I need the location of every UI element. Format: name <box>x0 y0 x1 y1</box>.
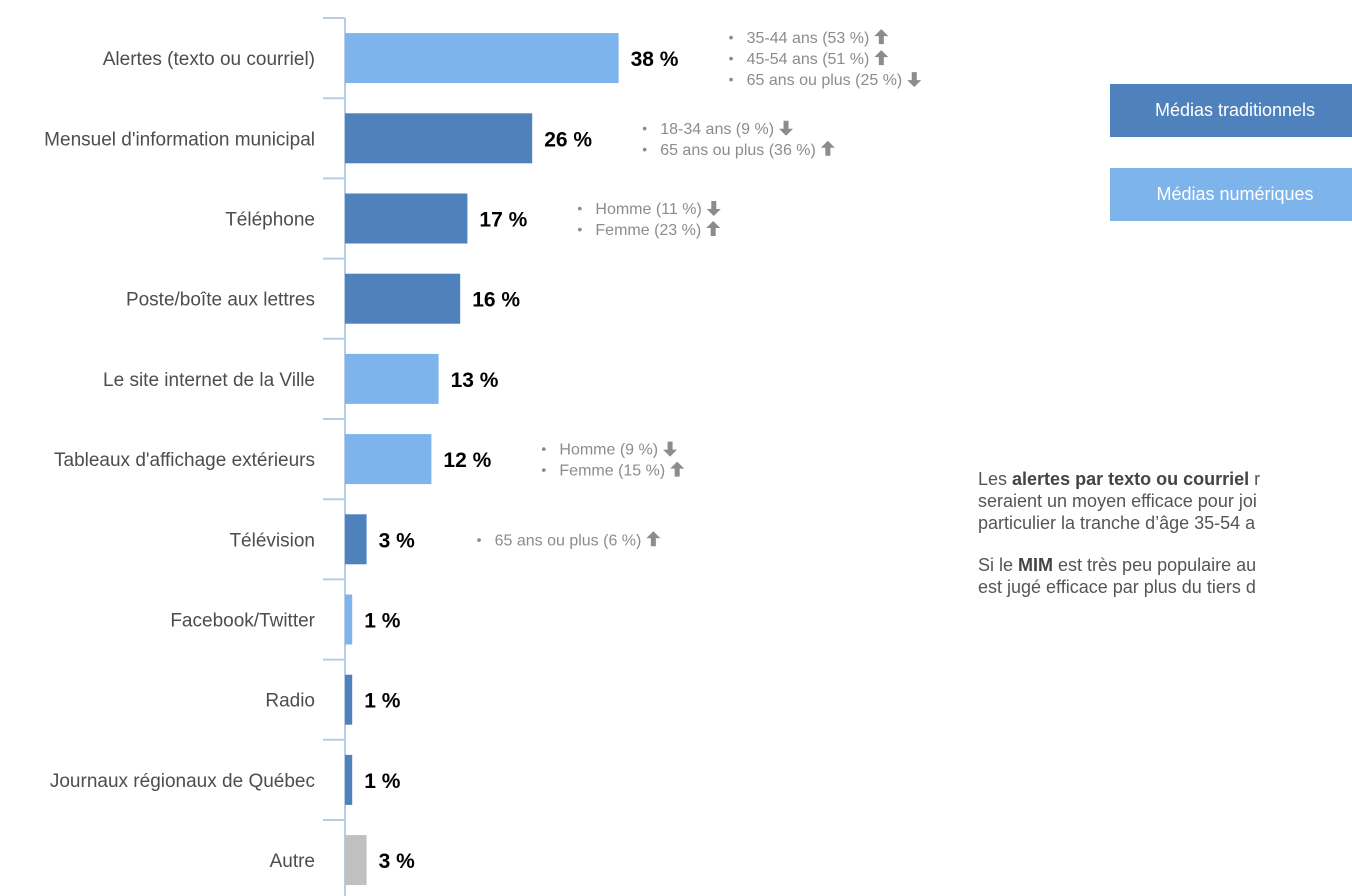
annotation-bullet: • <box>642 120 647 136</box>
commentary-highlight-alerts: alertes par texto ou courriel <box>1012 469 1250 489</box>
commentary-highlight-mim: MIM <box>1018 555 1054 575</box>
arrow-down-icon <box>663 441 678 457</box>
annotation-text: Femme (15 %) <box>559 463 665 480</box>
category-label: Tableaux d'affichage extérieurs <box>54 450 315 471</box>
arrow-up-icon <box>820 140 835 156</box>
category-label: Téléphone <box>225 210 315 231</box>
bar-chart: Alertes (texto ou courriel) 38 % Mensuel d… <box>44 17 922 896</box>
bar-4 <box>345 273 461 324</box>
value-label: 16 % <box>472 289 520 312</box>
value-label: 1 % <box>364 690 401 713</box>
value-label: 3 % <box>379 850 416 873</box>
bar-8 <box>345 594 353 645</box>
bar-5 <box>345 353 439 404</box>
category-label: Autre <box>270 851 315 872</box>
value-label: 1 % <box>364 610 401 633</box>
category-label: Mensuel d'information municipal <box>44 129 315 150</box>
arrow-down-icon <box>779 120 794 136</box>
arrow-down-icon <box>907 72 922 88</box>
annotation-bullet: • <box>541 462 546 478</box>
value-label: 38 % <box>631 48 679 71</box>
bar-2 <box>345 113 533 164</box>
annotation-bullet: • <box>577 200 582 216</box>
bar-1 <box>345 33 619 84</box>
annotation-text: 65 ans ou plus (25 %) <box>747 72 903 89</box>
value-label: 1 % <box>364 770 401 793</box>
legend-digital-label: Médias numériques <box>1156 184 1314 204</box>
legend-traditional-label: Médias traditionnels <box>1154 100 1316 120</box>
commentary-paragraph-2: Si le MIM est très peu populaire au est … <box>978 555 1257 597</box>
annotation-bullet: • <box>729 50 734 66</box>
arrow-up-icon <box>874 50 889 66</box>
category-label: Poste/boîte aux lettres <box>126 290 315 311</box>
value-label: 13 % <box>451 369 499 392</box>
value-label: 12 % <box>443 449 491 472</box>
bar-7 <box>345 514 367 565</box>
bar-3 <box>345 193 468 244</box>
category-label: Radio <box>265 691 315 712</box>
category-label: Télévision <box>229 530 315 551</box>
annotation-bullet: • <box>541 441 546 457</box>
annotation-text: 35-44 ans (53 %) <box>747 30 870 47</box>
arrow-up-icon <box>874 29 889 45</box>
annotation-bullet: • <box>577 221 582 237</box>
bar-11 <box>345 835 367 886</box>
annotation-bullet: • <box>642 141 647 157</box>
annotation-text: 18-34 ans (9 %) <box>660 121 774 138</box>
legend-digital-media: Médias numériques <box>1110 168 1352 221</box>
bar-10 <box>345 754 353 805</box>
annotation-text: Homme (11 %) <box>595 201 701 218</box>
annotation-bullet: • <box>729 29 734 45</box>
arrow-up-icon <box>646 531 661 547</box>
value-label: 3 % <box>379 529 416 552</box>
arrow-up-icon <box>670 461 685 477</box>
value-label: 17 % <box>479 209 527 232</box>
arrow-up-icon <box>706 221 721 236</box>
annotation-text: 65 ans ou plus (6 %) <box>495 532 642 549</box>
annotation-text: 45-54 ans (51 %) <box>747 51 870 68</box>
bar-6 <box>345 434 432 485</box>
annotation-text: 65 ans ou plus (36 %) <box>660 142 816 159</box>
annotation-text: Homme (9 %) <box>559 442 658 459</box>
annotation-bullet: • <box>477 531 482 547</box>
category-label: Facebook/Twitter <box>170 611 315 632</box>
annotation-bullet: • <box>729 71 734 87</box>
legend-traditional-media: Médias traditionnels <box>1110 84 1352 137</box>
commentary-paragraph-1: Les alertes par texto ou courriel r sera… <box>978 469 1261 533</box>
category-label: Alertes (texto ou courriel) <box>103 49 315 70</box>
category-label: Le site internet de la Ville <box>103 370 315 391</box>
arrow-down-icon <box>706 201 721 216</box>
category-label: Journaux régionaux de Québec <box>50 771 315 792</box>
annotation-text: Femme (23 %) <box>595 222 701 239</box>
value-label: 26 % <box>544 128 592 151</box>
bar-9 <box>345 674 353 725</box>
commentary-panel: Les alertes par texto ou courriel r sera… <box>978 468 1352 618</box>
